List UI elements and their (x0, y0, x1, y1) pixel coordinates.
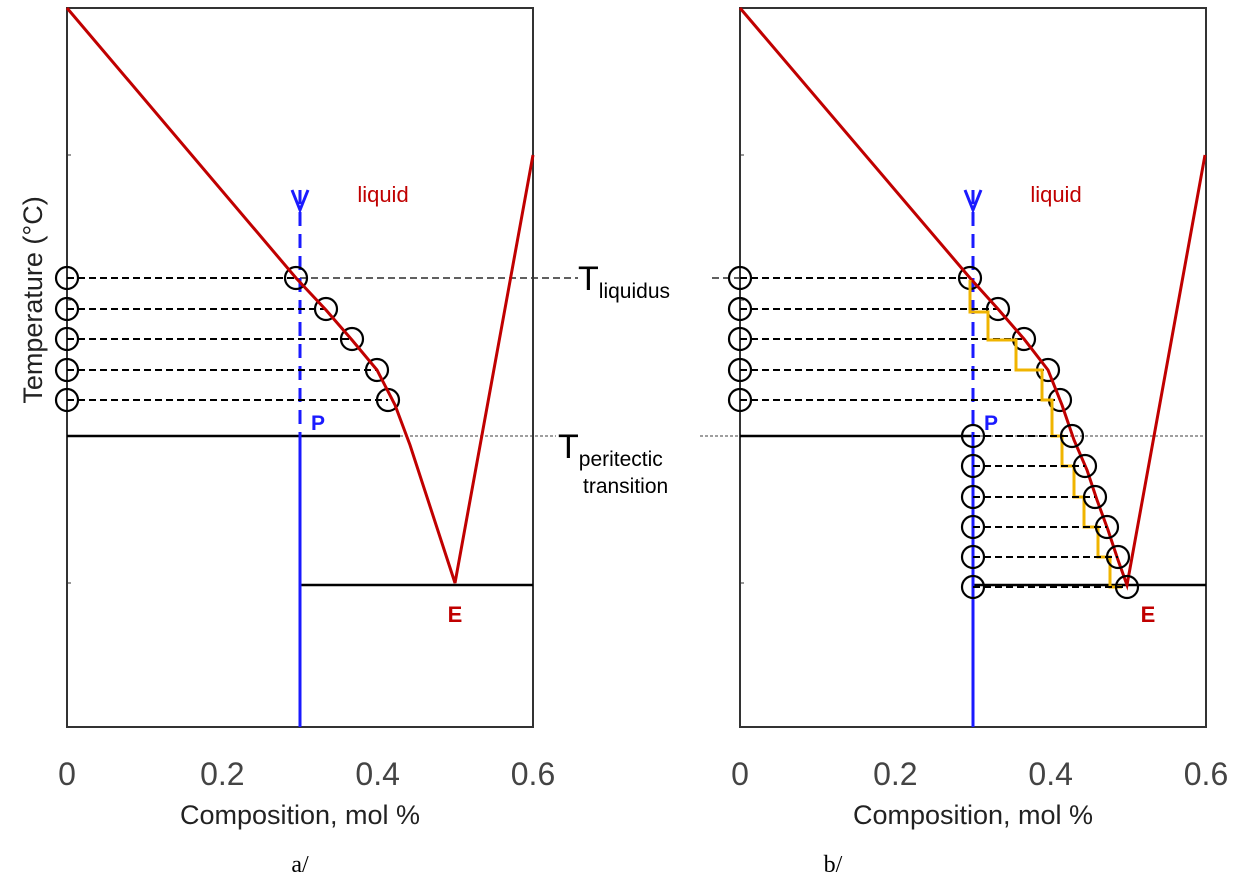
liquidus-curve (738, 7, 1207, 591)
circle-marker (1082, 484, 1108, 510)
caption: a/ (291, 852, 309, 878)
x-tick-label: 0.2 (200, 756, 244, 792)
point-p: P (984, 412, 998, 435)
circle-marker (283, 265, 309, 291)
x-tick-label: 0.6 (1184, 756, 1228, 792)
circle-marker (960, 484, 986, 510)
circle-marker (727, 357, 753, 383)
x-tick-label: 0.4 (355, 756, 399, 792)
t-liquidus-label: Tliquidus (578, 260, 670, 303)
circle-marker (1094, 514, 1120, 540)
point-p: P (311, 412, 325, 435)
x-axis-label: Composition, mol % (853, 800, 1093, 830)
circle-marker (54, 265, 80, 291)
t-sub: liquidus (599, 280, 670, 303)
circle-marker (339, 326, 365, 352)
circle-marker (1059, 423, 1085, 449)
arrow (290, 189, 310, 215)
x-tick-label: 0 (58, 756, 76, 792)
circle-marker (54, 387, 80, 413)
circle-marker (1072, 453, 1098, 479)
t-main: T (558, 428, 579, 466)
x-tick-label: 0 (731, 756, 749, 792)
t-peritectic-label-2: transition (583, 475, 668, 498)
x-axis-label: Composition, mol % (180, 800, 420, 830)
x-tick-label: 0.4 (1028, 756, 1072, 792)
caption: b/ (824, 852, 843, 878)
region-label: liquid (1030, 182, 1081, 207)
circle-marker (985, 296, 1011, 322)
circle-marker (54, 296, 80, 322)
circle-marker (54, 357, 80, 383)
circle-marker (727, 326, 753, 352)
circle-marker (313, 296, 339, 322)
liquidus-curve (65, 7, 535, 584)
y-axis-label: Temperature (°C) (18, 196, 48, 403)
circle-marker (1114, 574, 1140, 600)
region-label: liquid (357, 182, 408, 207)
t-main: T (578, 260, 599, 298)
x-tick-label: 0.6 (511, 756, 555, 792)
circle-marker (727, 296, 753, 322)
point-e: E (1141, 602, 1156, 627)
x-tick-label: 0.2 (873, 756, 917, 792)
circle-marker (54, 326, 80, 352)
circle-marker (727, 387, 753, 413)
t-sub: peritectic (579, 448, 663, 471)
t-peritectic-label: Tperitectic (558, 428, 663, 471)
arrow (963, 189, 983, 215)
circle-marker (364, 357, 390, 383)
point-e: E (448, 602, 463, 627)
circle-marker (960, 423, 986, 449)
circle-marker (960, 453, 986, 479)
circle-marker (1105, 544, 1131, 570)
circle-marker (960, 514, 986, 540)
circle-marker (960, 574, 986, 600)
circle-marker (727, 265, 753, 291)
circle-marker (960, 544, 986, 570)
